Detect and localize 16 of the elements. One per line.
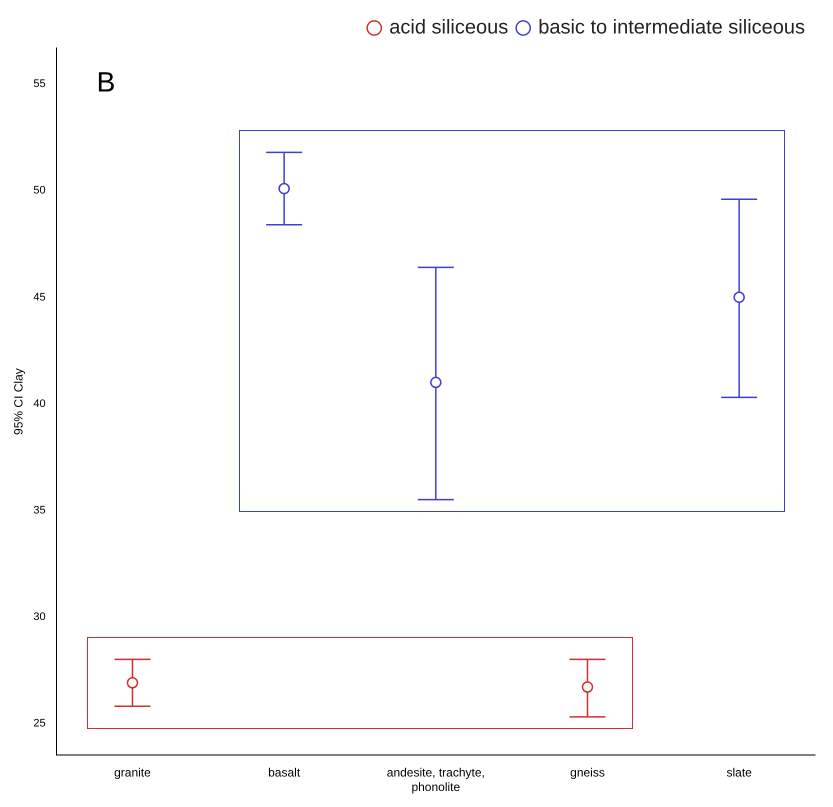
x-tick-label: granite [114, 766, 152, 780]
x-tick-label: basalt [268, 766, 301, 780]
y-axis-title: 95% CI Clay [12, 368, 26, 435]
legend-label: acid siliceous [389, 16, 508, 39]
x-tick-label: andesite, trachyte, phonolite [386, 766, 485, 794]
x-tick-label: slate [726, 766, 752, 780]
y-tick-label: 40 [33, 398, 46, 410]
annotation: B [96, 66, 116, 98]
y-tick-label: 45 [33, 291, 46, 304]
y-tick-label: 25 [33, 717, 46, 730]
legend-label: basic to intermediate siliceous [538, 16, 805, 39]
x-tick-label: gneiss [570, 766, 605, 780]
y-tick-label: 35 [33, 504, 46, 516]
y-tick-label: 30 [33, 610, 46, 623]
y-tick-label: 50 [33, 184, 46, 197]
y-tick-label: 55 [33, 78, 46, 90]
